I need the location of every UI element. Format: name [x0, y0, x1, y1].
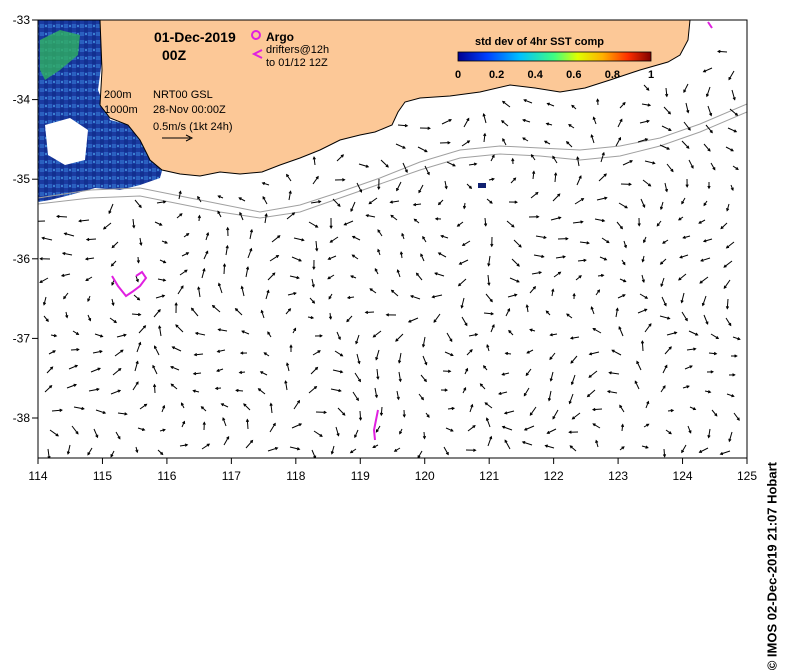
x-tick-label: 121 — [479, 469, 499, 483]
x-tick-label: 120 — [415, 469, 435, 483]
argo-label: Argo — [266, 30, 294, 44]
y-tick-label: -34 — [13, 93, 31, 107]
altimetry-product: NRT00 GSL — [153, 89, 213, 101]
drifters-label: drifters@12h — [266, 44, 329, 56]
colorbar-tick-label: 0.6 — [566, 69, 581, 81]
x-tick-label: 115 — [93, 469, 112, 483]
colorbar-gradient — [458, 52, 651, 61]
y-tick-label: -35 — [13, 172, 31, 186]
sst-pixel-patch — [478, 183, 486, 188]
y-tick-label: -33 — [13, 13, 31, 27]
map-hour: 00Z — [162, 47, 187, 63]
colorbar-tick-label: 1 — [648, 69, 654, 81]
x-tick-label: 114 — [28, 469, 47, 483]
contour-1000m-label: 1000m — [104, 104, 138, 116]
drifters-date: to 01/12 12Z — [266, 57, 328, 69]
x-tick-label: 125 — [737, 469, 757, 483]
contour-200m-label: 200m — [104, 89, 132, 101]
x-tick-label: 123 — [608, 469, 628, 483]
x-tick-label: 119 — [351, 469, 370, 483]
x-tick-label: 118 — [286, 469, 305, 483]
x-tick-label: 116 — [157, 469, 176, 483]
y-tick-label: -38 — [13, 411, 31, 425]
y-tick-label: -36 — [13, 252, 31, 266]
colorbar-tick-label: 0.2 — [489, 69, 504, 81]
x-tick-label: 117 — [222, 469, 241, 483]
colorbar-tick-label: 0 — [455, 69, 461, 81]
x-tick-label: 122 — [544, 469, 564, 483]
credit-label: © IMOS 02-Dec-2019 21:07 Hobart — [764, 462, 779, 670]
y-tick-label: -37 — [13, 331, 31, 345]
colorbar-tick-label: 0.4 — [528, 69, 544, 81]
ocean-current-map: 114 115 116 117 118 119 120 121 122 123 124 125 -33… — [0, 0, 790, 492]
x-tick-label: 124 — [673, 469, 693, 483]
colorbar-title: std dev of 4hr SST comp — [475, 36, 604, 48]
colorbar-tick-label: 0.8 — [605, 69, 620, 81]
map-date: 01-Dec-2019 — [154, 29, 236, 45]
altimetry-date: 28-Nov 00:00Z — [153, 104, 226, 116]
current-scale-label: 0.5m/s (1kt 24h) — [153, 121, 232, 133]
